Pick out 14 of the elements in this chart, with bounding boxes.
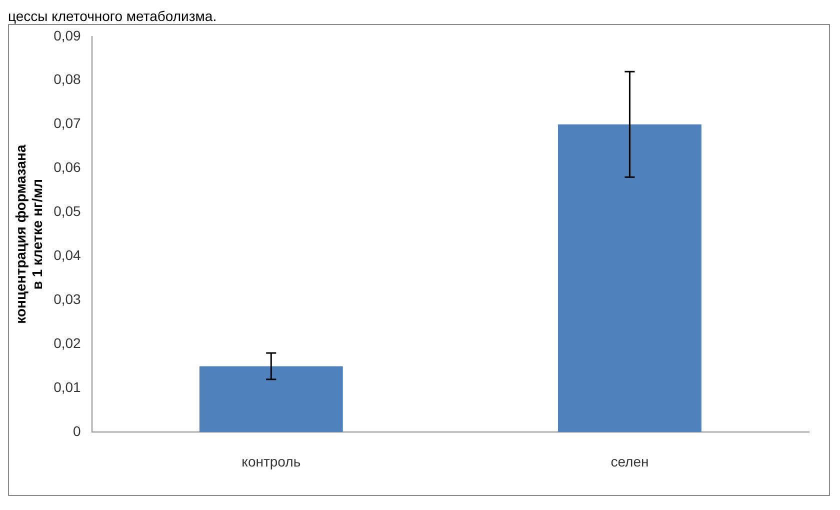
y-tick-label: 0,08 (54, 71, 82, 88)
y-tick-label: 0,06 (54, 159, 82, 176)
y-tick-label: 0,07 (54, 115, 82, 132)
y-axis-title: концентрация формазана в 1 клетке нг/мл (12, 144, 46, 324)
y-tick-label: 0,03 (54, 291, 82, 308)
x-tick-label: контроль (242, 453, 301, 470)
y-tick-label: 0,02 (54, 335, 82, 352)
text: цессы клеточного метаболизма. (8, 8, 218, 24)
x-tick-label: селен (610, 453, 649, 470)
y-tick-label: 0,04 (54, 247, 82, 264)
y-tick-label: 0,01 (54, 379, 82, 396)
y-tick-label: 0,09 (54, 27, 82, 44)
y-tick-label: 0,05 (54, 203, 82, 220)
y-tick-label: 0 (73, 423, 82, 440)
